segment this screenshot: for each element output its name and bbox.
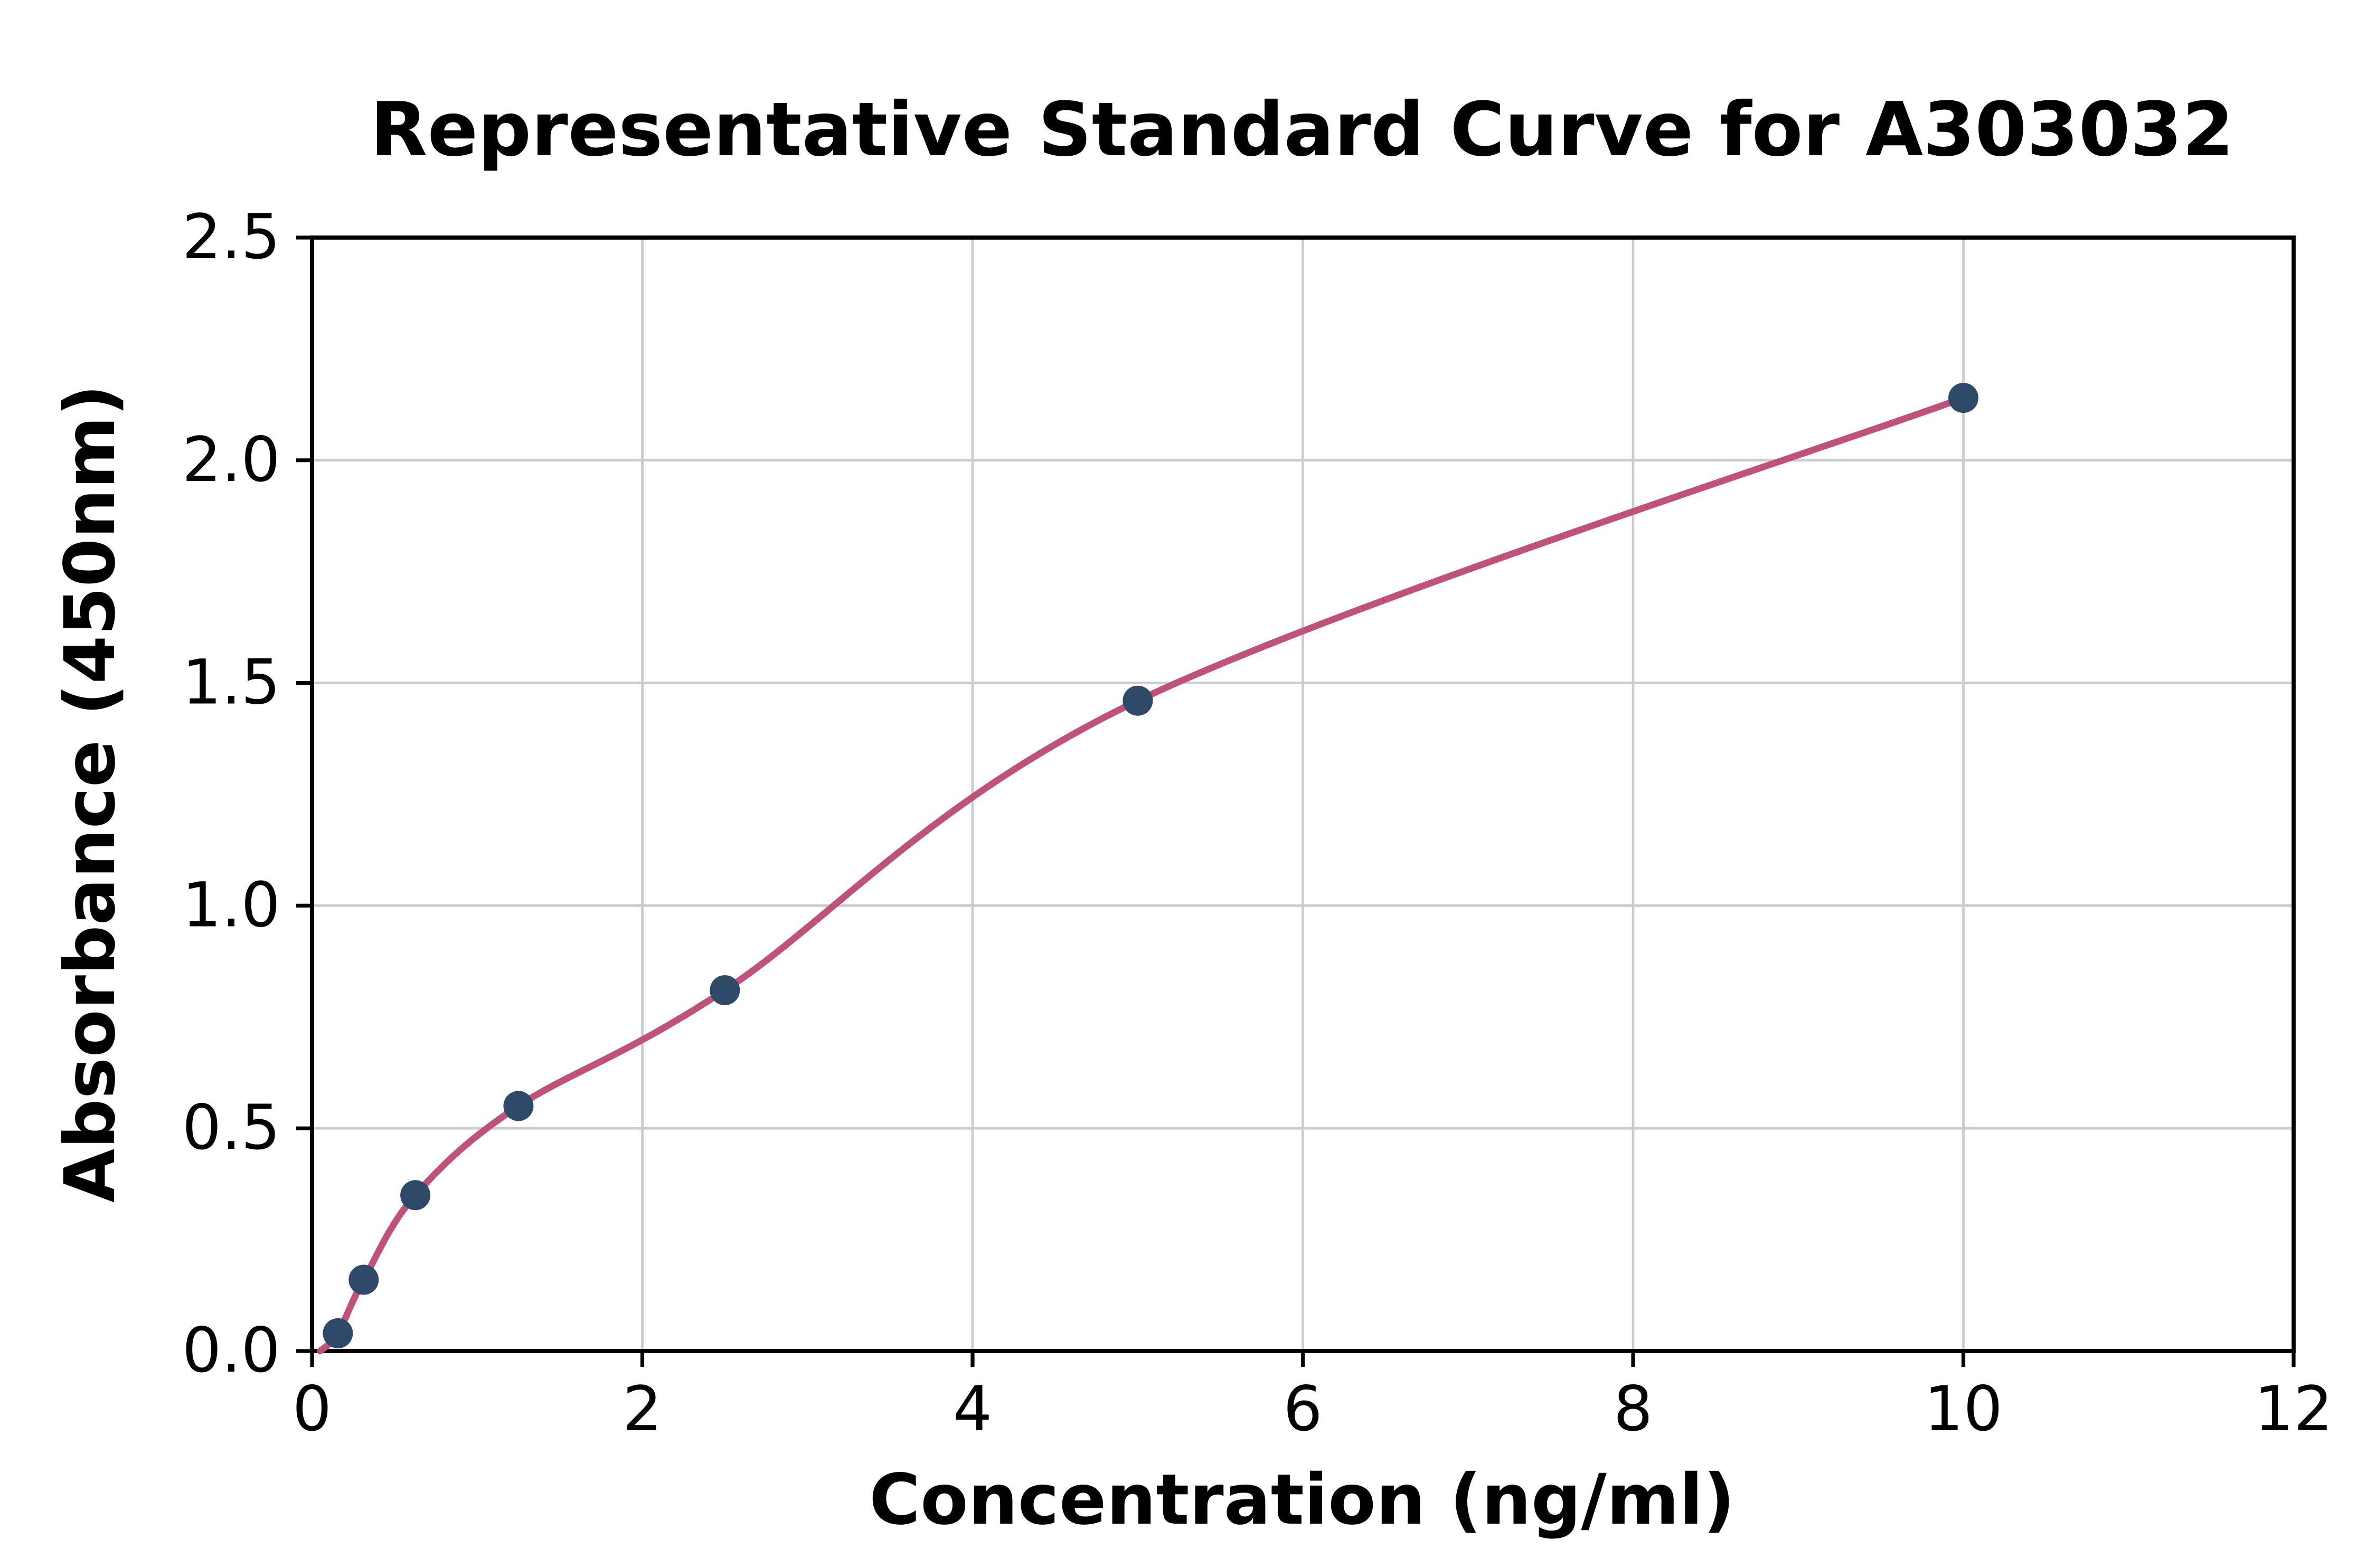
data-point (1123, 685, 1153, 716)
y-tick-label: 0.5 (182, 1091, 280, 1164)
data-point (503, 1091, 534, 1121)
chart-title: Representative Standard Curve for A30303… (370, 87, 2234, 173)
data-point (348, 1264, 379, 1295)
data-point (1948, 383, 1978, 413)
x-tick-label: 0 (293, 1373, 332, 1445)
data-point (400, 1180, 431, 1211)
x-tick-label: 6 (1283, 1373, 1322, 1445)
y-tick-label: 1.5 (182, 646, 280, 719)
y-tick-label: 0.0 (182, 1314, 280, 1386)
x-axis-label: Concentration (ng/ml) (869, 1459, 1735, 1541)
data-point (710, 975, 740, 1006)
y-axis-label: Absorbance (450nm) (50, 384, 131, 1203)
data-points (323, 383, 1978, 1348)
x-tick-label: 2 (623, 1373, 662, 1445)
y-tick-label: 2.5 (182, 201, 280, 273)
y-tick-label: 2.0 (182, 423, 280, 496)
x-tick-label: 4 (953, 1373, 992, 1445)
x-tick-label: 8 (1614, 1373, 1653, 1445)
data-point (323, 1318, 353, 1348)
axis-tick-marks (296, 235, 2296, 1367)
plot-border (310, 235, 2296, 1353)
gridlines (310, 236, 2295, 1353)
fit-curve-line (317, 394, 1967, 1355)
x-tick-label: 10 (1924, 1373, 2003, 1445)
x-tick-label: 12 (2255, 1373, 2333, 1445)
y-tick-label: 1.0 (182, 868, 280, 941)
axis-tick-labels: 0 2 4 6 8 10 12 0.0 0.5 1.0 1.5 2.0 2.5 (182, 201, 2333, 1445)
